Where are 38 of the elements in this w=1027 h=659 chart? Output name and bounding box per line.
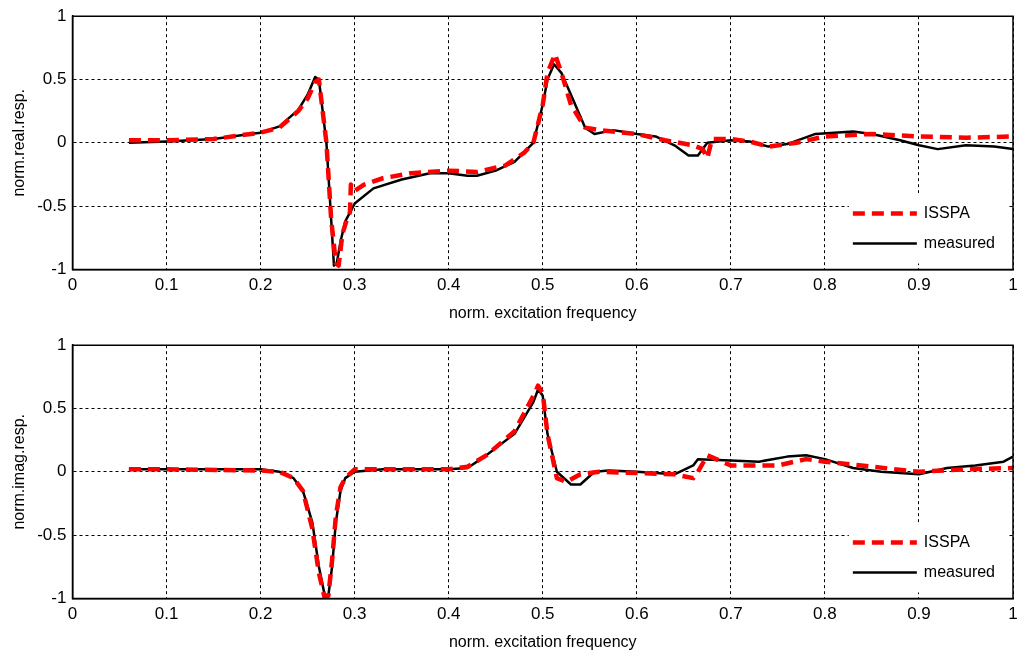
x-tick-label: 0.7 — [719, 604, 743, 624]
y-tick-label: 0.5 — [42, 69, 67, 89]
x-tick-label: 0.9 — [907, 275, 931, 295]
legend-label: ISSPA — [923, 532, 971, 550]
x-tick-label: 0.5 — [530, 275, 555, 295]
y-tick-label: 1 — [57, 5, 67, 25]
legend-label: measured — [923, 233, 996, 251]
x-tick-label: 0.2 — [248, 275, 273, 295]
y-tick-label: -1 — [51, 588, 67, 608]
x-tick-label: 0.4 — [436, 275, 461, 295]
x-tick-label: 0.9 — [907, 604, 931, 624]
y-tick-label: -1 — [51, 259, 67, 279]
y-tick-label: 0.5 — [42, 398, 67, 418]
x-tick-label: 1 — [1008, 275, 1018, 295]
x-tick-label: 1 — [1008, 604, 1018, 624]
legend-label: measured — [923, 562, 996, 580]
x-axis-title: norm. excitation frequency — [448, 632, 637, 650]
x-tick-label: 0.4 — [436, 604, 461, 624]
y-axis-title: norm.imag.resp. — [10, 414, 28, 530]
x-axis-title: norm. excitation frequency — [448, 303, 637, 321]
x-tick-label: 0.5 — [530, 604, 555, 624]
y-axis-title: norm.real.resp. — [10, 89, 28, 197]
x-tick-label: 0.3 — [342, 275, 367, 295]
x-tick-label: 0.1 — [154, 275, 179, 295]
y-tick-label: -0.5 — [37, 524, 67, 544]
legend-label: ISSPA — [923, 203, 971, 221]
x-tick-label: 0.2 — [248, 604, 273, 624]
x-tick-label: 0.6 — [624, 275, 649, 295]
y-tick-label: 0 — [57, 132, 67, 152]
y-tick-label: 0 — [57, 461, 67, 481]
y-tick-label: -0.5 — [37, 195, 67, 215]
x-tick-label: 0.6 — [624, 604, 649, 624]
x-tick-label: 0.8 — [813, 275, 837, 295]
x-tick-label: 0.3 — [342, 604, 367, 624]
x-tick-label: 0.7 — [719, 275, 743, 295]
x-tick-label: 0.1 — [154, 604, 179, 624]
y-tick-label: 1 — [57, 334, 67, 354]
x-tick-label: 0.8 — [813, 604, 837, 624]
